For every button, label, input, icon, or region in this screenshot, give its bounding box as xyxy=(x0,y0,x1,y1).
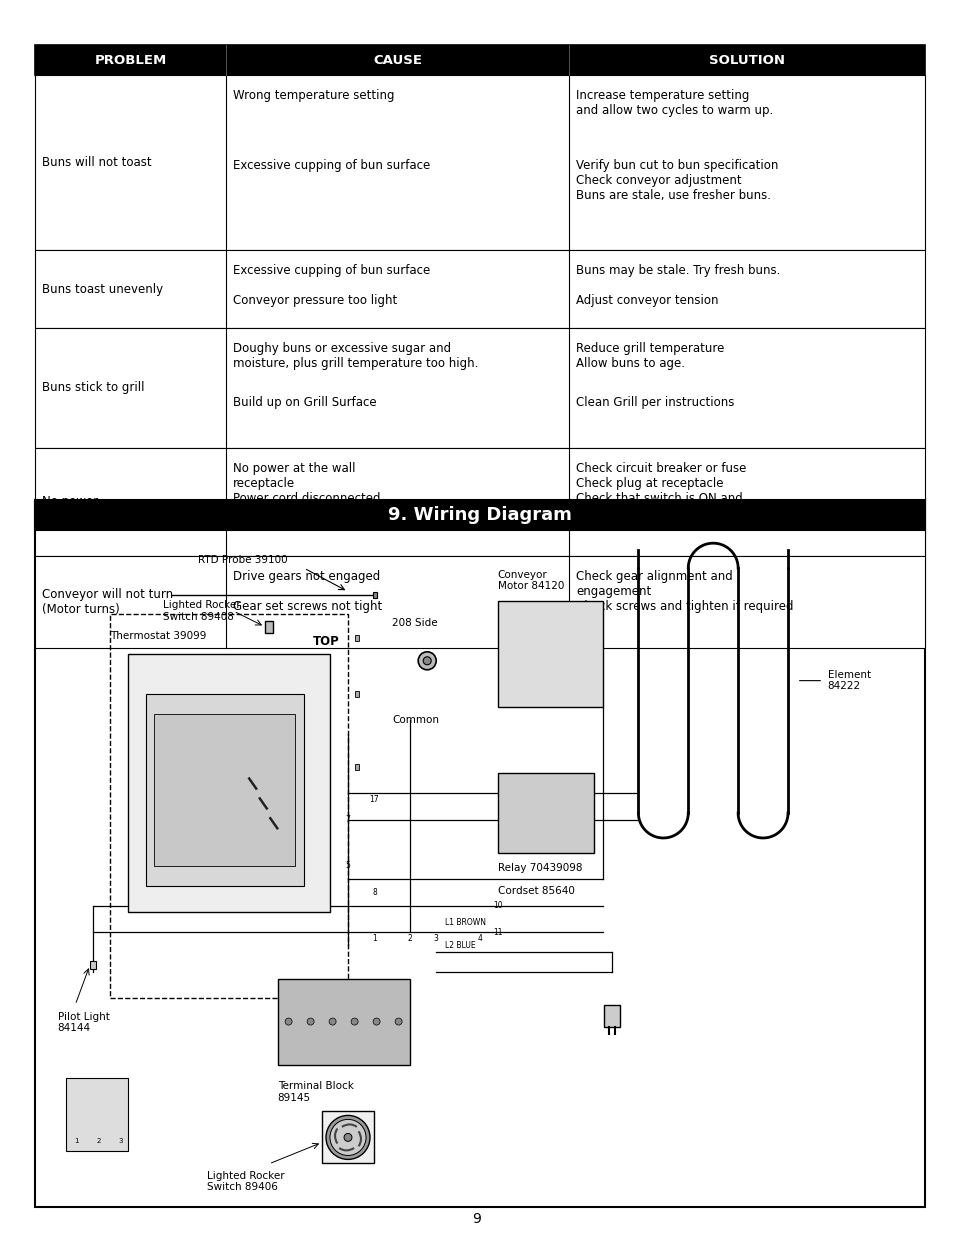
Circle shape xyxy=(330,1119,366,1156)
Text: Doughy buns or excessive sugar and
moisture, plus grill temperature too high.: Doughy buns or excessive sugar and moist… xyxy=(233,342,478,370)
Circle shape xyxy=(351,1018,357,1025)
Text: L1 BROWN: L1 BROWN xyxy=(444,918,485,926)
Text: Element
84222: Element 84222 xyxy=(827,669,870,692)
Text: Conveyor
Motor 84120: Conveyor Motor 84120 xyxy=(497,569,563,592)
Circle shape xyxy=(344,1134,352,1141)
Text: Conveyor will not turn
(Motor turns): Conveyor will not turn (Motor turns) xyxy=(42,588,172,616)
Text: PROBLEM: PROBLEM xyxy=(94,53,167,67)
Text: Excessive cupping of bun surface: Excessive cupping of bun surface xyxy=(233,264,430,277)
Text: Buns toast unevenly: Buns toast unevenly xyxy=(42,283,163,295)
Text: Pilot Light
84144: Pilot Light 84144 xyxy=(57,1011,110,1034)
Bar xyxy=(497,601,602,708)
Bar xyxy=(146,694,304,885)
Text: 7: 7 xyxy=(345,815,350,824)
Bar xyxy=(322,1112,374,1163)
Bar xyxy=(355,763,358,769)
Text: 2: 2 xyxy=(96,1137,101,1144)
Text: Lighted Rocker
Switch 89408: Lighted Rocker Switch 89408 xyxy=(163,600,240,622)
Bar xyxy=(111,615,348,998)
Text: Buns may be stale. Try fresh buns.: Buns may be stale. Try fresh buns. xyxy=(576,264,780,277)
Bar xyxy=(355,690,358,697)
Circle shape xyxy=(417,652,436,669)
Bar xyxy=(35,75,924,249)
Text: 2: 2 xyxy=(407,935,412,944)
Bar xyxy=(373,592,377,598)
Text: 10: 10 xyxy=(493,902,502,910)
Bar xyxy=(355,635,358,641)
Bar xyxy=(35,500,924,530)
Circle shape xyxy=(307,1018,314,1025)
Text: Buns will not toast: Buns will not toast xyxy=(42,156,152,169)
Text: RTD Probe 39100: RTD Probe 39100 xyxy=(198,555,288,564)
Bar xyxy=(35,500,924,1207)
Text: CAUSE: CAUSE xyxy=(373,53,422,67)
Bar xyxy=(90,961,95,969)
Text: Thermostat 39099: Thermostat 39099 xyxy=(111,631,207,641)
Text: 9. Wiring Diagram: 9. Wiring Diagram xyxy=(388,506,572,524)
Bar xyxy=(35,329,924,448)
Bar xyxy=(497,773,594,852)
Bar xyxy=(128,655,330,913)
Text: Build up on Grill Surface: Build up on Grill Surface xyxy=(233,396,376,409)
Circle shape xyxy=(373,1018,379,1025)
Text: Check circuit breaker or fuse
Check plug at receptacle
Check that switch is ON a: Check circuit breaker or fuse Check plug… xyxy=(576,462,745,520)
Text: Check gear alignment and
engagement: Check gear alignment and engagement xyxy=(576,571,732,598)
Bar xyxy=(35,448,924,556)
Bar xyxy=(265,621,273,632)
Text: 3: 3 xyxy=(433,935,438,944)
Text: 3: 3 xyxy=(118,1137,123,1144)
Text: 4: 4 xyxy=(477,935,482,944)
Text: 17: 17 xyxy=(369,795,378,804)
Text: Cordset 85640: Cordset 85640 xyxy=(497,885,574,895)
Text: No power at the wall
receptacle
Power cord disconnected
Main switch: No power at the wall receptacle Power co… xyxy=(233,462,380,520)
Text: Excessive cupping of bun surface: Excessive cupping of bun surface xyxy=(233,159,430,172)
Text: Conveyor pressure too light: Conveyor pressure too light xyxy=(233,294,397,308)
Text: Relay 70439098: Relay 70439098 xyxy=(497,863,581,873)
Text: Common: Common xyxy=(392,715,438,725)
Text: Reduce grill temperature
Allow buns to age.: Reduce grill temperature Allow buns to a… xyxy=(576,342,723,370)
Bar xyxy=(154,714,294,866)
Text: 5: 5 xyxy=(345,862,350,871)
Text: Gear set screws not tight: Gear set screws not tight xyxy=(233,600,382,613)
Circle shape xyxy=(395,1018,401,1025)
Text: 1: 1 xyxy=(74,1137,79,1144)
Bar xyxy=(603,1004,619,1026)
Bar xyxy=(35,249,924,329)
Text: 8: 8 xyxy=(372,888,376,897)
Text: Adjust conveyor tension: Adjust conveyor tension xyxy=(576,294,718,308)
Circle shape xyxy=(329,1018,335,1025)
Text: Clean Grill per instructions: Clean Grill per instructions xyxy=(576,396,734,409)
Text: Drive gears not engaged: Drive gears not engaged xyxy=(233,571,380,583)
Circle shape xyxy=(285,1018,292,1025)
Text: L2 BLUE: L2 BLUE xyxy=(444,941,475,950)
Text: SOLUTION: SOLUTION xyxy=(708,53,784,67)
Bar xyxy=(35,44,924,75)
Text: Verify bun cut to bun specification
Check conveyor adjustment
Buns are stale, us: Verify bun cut to bun specification Chec… xyxy=(576,159,778,203)
Text: 208 Side: 208 Side xyxy=(392,618,437,627)
Text: 1: 1 xyxy=(372,935,376,944)
Text: 9: 9 xyxy=(472,1212,481,1226)
Text: TOP: TOP xyxy=(313,635,339,647)
Bar xyxy=(277,978,409,1065)
Text: Check screws and tighten if required: Check screws and tighten if required xyxy=(576,600,793,613)
Text: Terminal Block
89145: Terminal Block 89145 xyxy=(277,1081,354,1103)
Text: Increase temperature setting
and allow two cycles to warm up.: Increase temperature setting and allow t… xyxy=(576,89,773,117)
Bar xyxy=(67,1078,128,1151)
Text: Lighted Rocker
Switch 89406: Lighted Rocker Switch 89406 xyxy=(207,1171,285,1192)
Bar xyxy=(35,556,924,648)
Circle shape xyxy=(326,1115,370,1160)
Text: No power: No power xyxy=(42,495,98,509)
Text: Wrong temperature setting: Wrong temperature setting xyxy=(233,89,395,103)
Text: Buns stick to grill: Buns stick to grill xyxy=(42,382,144,394)
Text: 11: 11 xyxy=(493,927,502,936)
Circle shape xyxy=(423,657,431,664)
